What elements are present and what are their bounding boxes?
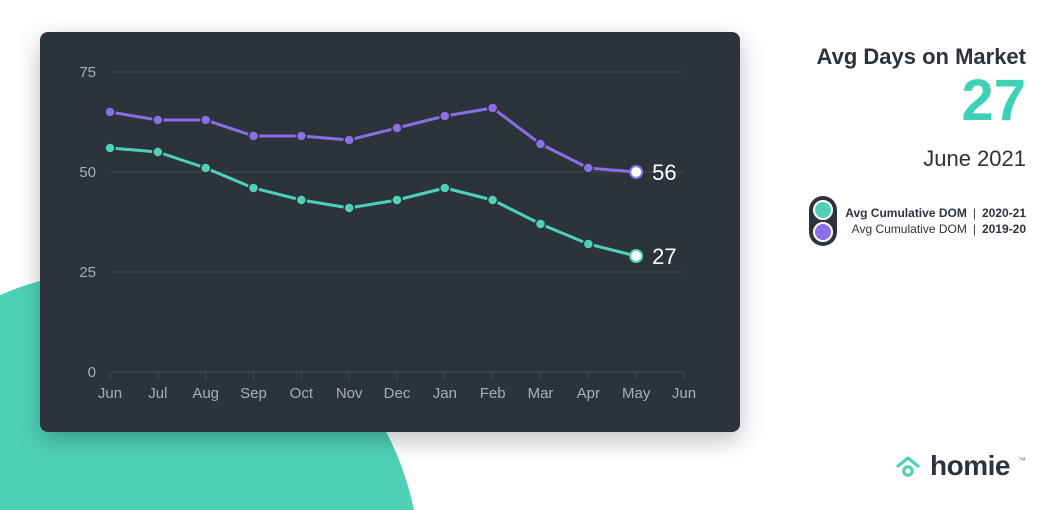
legend-label: Avg Cumulative DOM [852, 222, 967, 236]
legend-dot [813, 200, 833, 220]
legend-pill [809, 196, 837, 246]
svg-text:Jan: Jan [433, 385, 457, 402]
legend-separator: | [973, 206, 976, 220]
svg-text:75: 75 [79, 64, 96, 81]
legend-text: Avg Cumulative DOM|2020-21Avg Cumulative… [845, 206, 1026, 236]
svg-text:Jul: Jul [148, 385, 167, 402]
legend-line: Avg Cumulative DOM | 2019-20 [852, 222, 1026, 236]
legend-period: 2019-20 [982, 222, 1026, 236]
svg-text:Oct: Oct [290, 385, 314, 402]
legend-dot [813, 222, 833, 242]
svg-text:Dec: Dec [384, 385, 411, 402]
logo-trademark: ™ [1018, 456, 1026, 465]
metric-date: June 2021 [766, 146, 1026, 172]
side-panel: Avg Days on Market 27 June 2021 Avg Cumu… [766, 44, 1026, 246]
svg-text:25: 25 [79, 264, 96, 281]
svg-text:Mar: Mar [528, 385, 554, 402]
days-on-market-chart: 0 25 50 75 Jun Jul Aug Sep Oct Nov Dec Jan Feb Mar Apr… [40, 32, 740, 432]
chart-svg: 0 25 50 75 Jun Jul Aug Sep Oct Nov Dec Jan Feb Mar Apr… [40, 32, 740, 432]
legend-line: Avg Cumulative DOM | 2020-21 [845, 206, 1026, 220]
svg-text:0: 0 [88, 364, 96, 381]
legend-label: Avg Cumulative DOM [845, 206, 967, 220]
logo-text: homie [930, 450, 1010, 482]
metric-title: Avg Days on Market [766, 44, 1026, 70]
svg-text:May: May [622, 385, 651, 402]
svg-text:Aug: Aug [192, 385, 219, 402]
legend-period: 2020-21 [982, 206, 1026, 220]
logo: homie ™ [894, 450, 1026, 482]
svg-text:Feb: Feb [480, 385, 506, 402]
svg-text:50: 50 [79, 164, 96, 181]
svg-text:Jun: Jun [672, 385, 696, 402]
svg-text:Sep: Sep [240, 385, 267, 402]
metric-value: 27 [766, 72, 1026, 130]
svg-text:Nov: Nov [336, 385, 363, 402]
svg-text:Apr: Apr [577, 385, 600, 402]
legend-separator: | [973, 222, 976, 236]
logo-icon [894, 452, 922, 480]
svg-text:27: 27 [652, 244, 676, 269]
legend: Avg Cumulative DOM|2020-21Avg Cumulative… [766, 196, 1026, 246]
svg-text:Jun: Jun [98, 385, 122, 402]
svg-text:56: 56 [652, 160, 676, 185]
